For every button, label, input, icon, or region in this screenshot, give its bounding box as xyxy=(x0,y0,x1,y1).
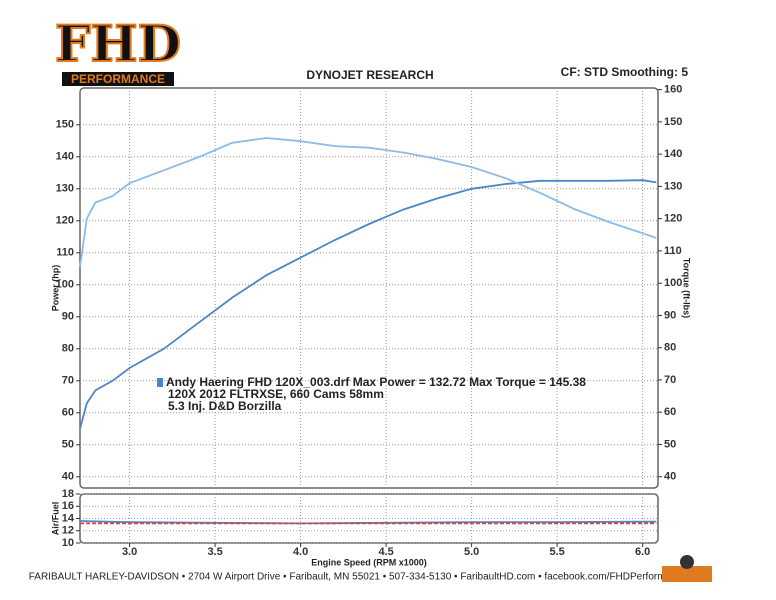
y-tick-label: 18 xyxy=(62,488,74,500)
chart-title: DYNOJET RESEARCH xyxy=(306,68,433,82)
y-tick-label: 130 xyxy=(56,183,74,195)
y-tick-label: 80 xyxy=(62,343,74,355)
y-tick-label: 14 xyxy=(62,512,75,524)
footer-logo xyxy=(662,555,712,582)
y2-axis-label: Torque (ft-lbs) xyxy=(682,258,692,318)
y2-tick-label: 80 xyxy=(664,342,676,354)
y-tick-label: 90 xyxy=(62,311,74,323)
y-tick-label: 40 xyxy=(62,471,74,483)
logo-band xyxy=(62,72,174,86)
x-axis-label: Engine Speed (RPM x1000) xyxy=(311,557,427,567)
y2-tick-label: 150 xyxy=(664,116,682,128)
y-axis-label: Air/Fuel xyxy=(50,502,60,536)
y-tick-label: 70 xyxy=(62,375,74,387)
annotation: 120X 2012 FLTRXSE, 660 Cams 58mm xyxy=(168,387,384,401)
y-tick-label: 10 xyxy=(62,537,74,549)
y2-tick-label: 90 xyxy=(664,309,676,321)
y2-tick-label: 50 xyxy=(664,438,676,450)
y-tick-label: 150 xyxy=(56,119,74,131)
x-tick-label: 5.5 xyxy=(549,546,564,558)
y2-tick-label: 40 xyxy=(664,471,676,483)
x-tick-label: 4.0 xyxy=(293,546,308,558)
x-tick-label: 3.0 xyxy=(122,546,137,558)
logo-title: FHD xyxy=(55,14,181,73)
y2-tick-label: 60 xyxy=(664,406,676,418)
footer-logo-badge xyxy=(680,555,694,569)
y-tick-label: 100 xyxy=(56,279,74,291)
logo-subtitle: PERFORMANCE xyxy=(71,72,165,86)
x-tick-label: 3.5 xyxy=(207,546,222,558)
y-tick-label: 60 xyxy=(62,407,74,419)
y2-tick-label: 160 xyxy=(664,84,682,96)
series-line xyxy=(79,137,657,268)
plot-area xyxy=(79,87,659,489)
y-tick-label: 16 xyxy=(62,500,74,512)
chart-subtitle: CF: STD Smoothing: 5 xyxy=(561,65,689,79)
y2-tick-label: 120 xyxy=(664,213,682,225)
y2-tick-label: 100 xyxy=(664,277,682,289)
y-tick-label: 12 xyxy=(62,525,74,537)
footer-logo-band xyxy=(662,566,712,582)
x-tick-label: 4.5 xyxy=(378,546,393,558)
y-tick-label: 50 xyxy=(62,439,74,451)
y2-tick-label: 110 xyxy=(664,245,682,257)
y2-tick-label: 140 xyxy=(664,148,682,160)
y-tick-label: 140 xyxy=(56,151,74,163)
annotation-icon xyxy=(157,378,163,387)
y2-tick-label: 130 xyxy=(664,180,682,192)
y2-tick-label: 70 xyxy=(664,374,676,386)
annotation: 5.3 Inj. D&D Borzilla xyxy=(168,399,282,413)
x-tick-label: 5.0 xyxy=(464,546,479,558)
series-line xyxy=(79,179,657,430)
y-tick-label: 110 xyxy=(56,247,74,259)
y-tick-label: 120 xyxy=(56,215,74,227)
annotation: Andy Haering FHD 120X_003.drf Max Power … xyxy=(166,375,586,389)
x-tick-label: 6.0 xyxy=(635,546,650,558)
footer: FARIBAULT HARLEY-DAVIDSON • 2704 W Airpo… xyxy=(29,572,688,583)
y-axis-label: Power (hp) xyxy=(50,265,60,312)
logo: FHD PERFORMANCE xyxy=(54,13,182,86)
